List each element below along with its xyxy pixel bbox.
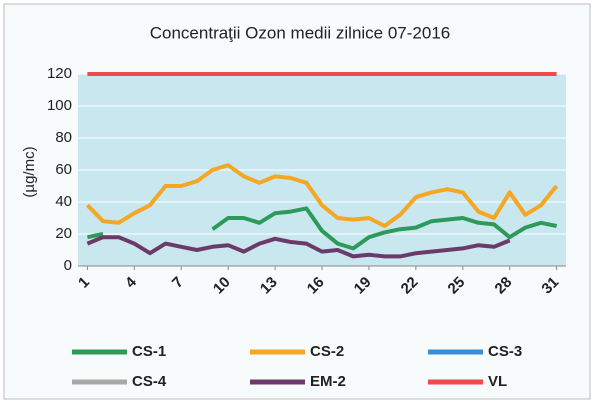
series-line (211, 206, 558, 251)
y-tick-label: 120 (47, 65, 72, 82)
chart-title: Concentraţii Ozon medii zilnice 07-2016 (150, 23, 451, 42)
series-line (85, 163, 559, 228)
series-line (86, 232, 104, 240)
y-tick-label: 100 (47, 97, 72, 114)
y-tick-label: 80 (55, 129, 72, 146)
legend-label: CS-4 (132, 373, 167, 390)
legend-label: VL (488, 373, 507, 390)
y-tick-label: 60 (55, 161, 72, 178)
y-tick-label: 20 (55, 225, 72, 242)
y-tick-label: 0 (64, 257, 72, 274)
legend-label: CS-2 (310, 343, 344, 360)
y-tick-label: 40 (55, 193, 72, 210)
legend-label: EM-2 (310, 373, 346, 390)
series-line (86, 235, 511, 259)
legend-label: CS-3 (488, 343, 522, 360)
legend-label: CS-1 (132, 343, 166, 360)
y-axis-label: (µg/mc) (21, 146, 38, 197)
